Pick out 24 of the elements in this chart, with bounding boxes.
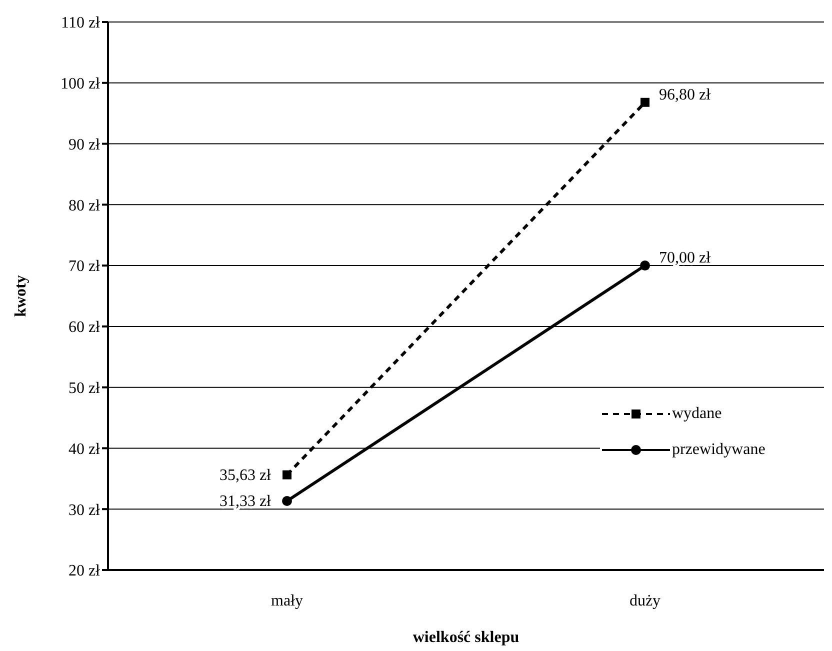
y-tick-label: 60 zł (68, 319, 101, 336)
y-tick-label: 20 zł (68, 562, 101, 580)
data-label: 35,63 zł (219, 466, 272, 484)
data-label: 31,33 zł (219, 493, 272, 510)
y-tick-label: 90 zł (68, 136, 101, 154)
y-tick-label: 100 zł (60, 76, 101, 93)
point (282, 470, 292, 480)
y-tick-label: 50 zł (68, 380, 101, 398)
data-label: 70,00 zł (659, 250, 712, 267)
data-label: 96,80 zł (659, 86, 712, 104)
x-tick-label: duży (629, 592, 661, 610)
y-axis-title: kwoty (12, 275, 30, 317)
legend-label: wydane (672, 405, 722, 423)
y-tick-label: 30 zł (68, 502, 101, 519)
y-tick-label: 40 zł (68, 440, 101, 458)
x-axis-title: wielkość sklepu (412, 629, 520, 646)
point (640, 260, 650, 271)
x-tick-label: mały (271, 592, 303, 610)
point (640, 98, 650, 107)
y-tick-label: 70 zł (68, 258, 101, 276)
y-tick-label: 80 zł (68, 197, 101, 214)
point (282, 496, 292, 506)
y-tick-label: 110 zł (61, 14, 101, 32)
legend-label: przewidywane (672, 441, 766, 459)
